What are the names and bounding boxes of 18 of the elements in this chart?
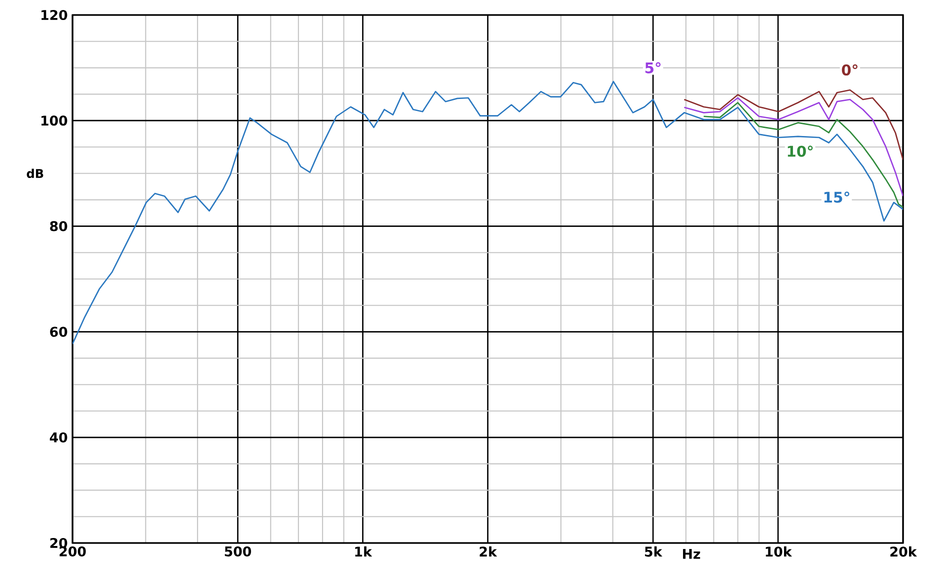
y-tick-label: 60 bbox=[50, 326, 68, 337]
x-tick-label: 20k bbox=[890, 546, 918, 557]
y-tick-label: 40 bbox=[50, 432, 68, 442]
x-axis-title: Hz bbox=[683, 549, 700, 559]
series-label: 0° bbox=[842, 64, 858, 76]
y-tick-label: 80 bbox=[50, 221, 68, 232]
x-tick-label: 500 bbox=[224, 546, 252, 556]
x-tick-label: 200 bbox=[60, 546, 86, 556]
x-tick-label: 10k bbox=[766, 546, 792, 557]
series-label: 10° bbox=[788, 146, 813, 157]
x-tick-label: 5k bbox=[644, 546, 662, 557]
y-tick-label: 100 bbox=[41, 116, 68, 126]
y-tick-label: 120 bbox=[41, 10, 68, 20]
y-axis-title: dB bbox=[26, 168, 44, 178]
x-tick-label: 1k bbox=[355, 546, 372, 557]
x-tick-label: 2k bbox=[480, 546, 498, 557]
series-label: 15° bbox=[824, 192, 850, 203]
text: 5° bbox=[645, 62, 661, 74]
